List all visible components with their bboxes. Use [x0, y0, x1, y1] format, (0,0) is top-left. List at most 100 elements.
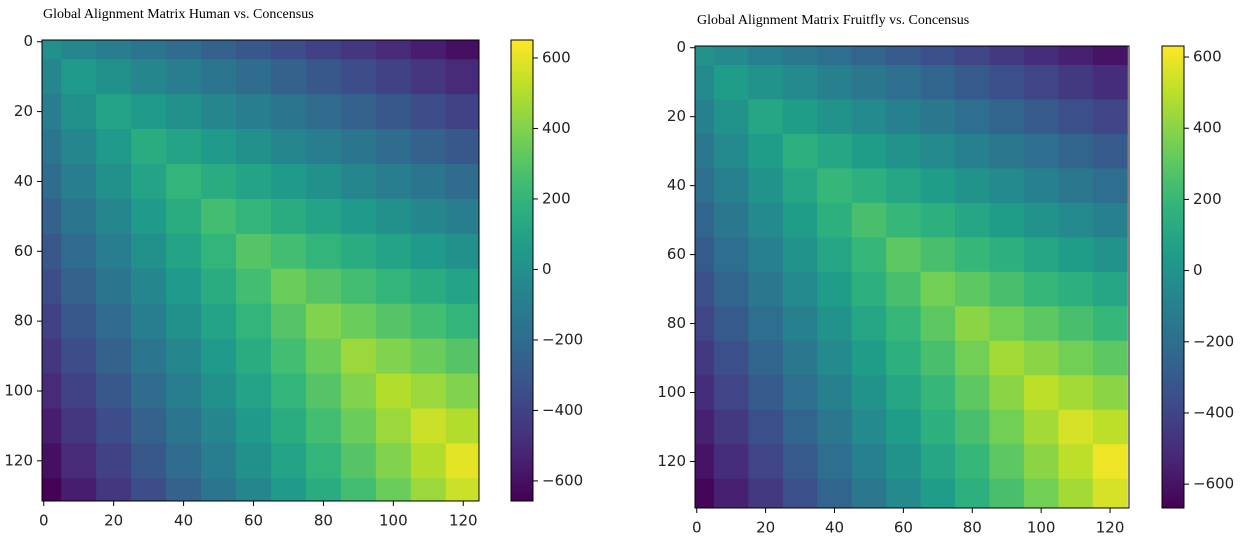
heatmap-cell	[410, 59, 447, 95]
x-tick-label: 80	[963, 519, 982, 537]
heatmap-cell	[1058, 99, 1094, 135]
heatmap-cell	[305, 40, 342, 60]
colorbar-tick-label: −400	[1193, 403, 1234, 421]
y-tick-label: 60	[667, 245, 686, 263]
heatmap-cell	[445, 233, 479, 270]
heatmap-cell	[42, 268, 62, 305]
heatmap-cell	[375, 408, 412, 444]
heatmap-cell	[201, 40, 237, 60]
heatmap-cell	[989, 202, 1025, 238]
heatmap-cell	[695, 64, 715, 101]
y-tick-label: 0	[676, 38, 686, 56]
heatmap-cell	[1092, 133, 1128, 169]
heatmap-cell	[886, 237, 922, 273]
heatmap-cell	[340, 408, 377, 444]
heatmap-cell	[96, 129, 132, 165]
heatmap-cell	[713, 306, 749, 342]
heatmap-cell	[410, 163, 447, 200]
heatmap-cell	[236, 373, 272, 410]
heatmap-cell	[236, 129, 272, 165]
heatmap-cell	[920, 409, 956, 445]
heatmap-cell	[1023, 478, 1059, 508]
x-tick-label: 20	[104, 512, 123, 530]
colorbar-tick-label: 400	[542, 119, 571, 137]
heatmap-cell	[886, 444, 922, 480]
heatmap-cell	[375, 94, 412, 130]
heatmap-cell	[236, 408, 272, 444]
heatmap-cell	[236, 268, 272, 305]
heatmap-cell	[201, 233, 237, 270]
y-tick-label: 100	[657, 383, 686, 401]
heatmap-cell	[201, 198, 237, 235]
heatmap-cell	[1092, 99, 1128, 135]
heatmap-cell	[201, 94, 237, 130]
heatmap-cell	[166, 408, 202, 444]
x-tick-label: 100	[1027, 519, 1056, 537]
heatmap-cell	[42, 40, 62, 60]
heatmap-cell	[851, 409, 887, 445]
heatmap-cell	[1092, 237, 1128, 273]
heatmap-cell	[989, 99, 1025, 135]
heatmap-cell	[851, 478, 887, 508]
x-tick-label: 60	[894, 519, 913, 537]
heatmap-cell	[445, 163, 479, 200]
heatmap-cell	[61, 303, 97, 340]
y-tick-label: 120	[4, 451, 33, 469]
heatmap-cell	[270, 233, 307, 270]
heatmap-cell	[817, 46, 853, 66]
heatmap-cell	[42, 59, 62, 95]
heatmap-cell	[340, 233, 377, 270]
heatmap-cell	[1023, 133, 1059, 169]
heatmap-cell	[886, 99, 922, 135]
heatmap-cell	[851, 306, 887, 342]
heatmap-cell	[695, 168, 715, 204]
heatmap-cell	[61, 129, 97, 165]
heatmap-cell	[989, 46, 1025, 66]
heatmap-cell	[305, 59, 342, 95]
heatmap-cell	[201, 268, 237, 305]
heatmap-cell	[410, 233, 447, 270]
heatmap-cell	[375, 443, 412, 479]
heatmap-cell	[1058, 271, 1094, 307]
heatmap-cell	[236, 443, 272, 479]
heatmap-cell	[748, 237, 784, 273]
x-tick-label: 40	[825, 519, 844, 537]
heatmap-cell	[920, 237, 956, 273]
heatmap-cell	[42, 443, 62, 479]
heatmap-cell	[96, 443, 132, 479]
heatmap-cell	[410, 478, 447, 501]
heatmap-cell	[375, 163, 412, 200]
heatmap-cell	[782, 340, 818, 376]
heatmap-cell	[236, 163, 272, 200]
heatmap-cell	[817, 202, 853, 238]
heatmap-cell	[166, 163, 202, 200]
colorbar-tick-label: −400	[542, 401, 583, 419]
heatmap-cell	[1092, 478, 1128, 508]
heatmap-cell	[375, 268, 412, 305]
heatmap-cell	[131, 268, 167, 305]
heatmap-cell	[305, 268, 342, 305]
heatmap-cell	[695, 237, 715, 273]
heatmap-cell	[695, 271, 715, 307]
heatmap-cell	[61, 408, 97, 444]
heatmap-cell	[1092, 271, 1128, 307]
heatmap-cell	[1058, 478, 1094, 508]
heatmap-cell	[96, 94, 132, 130]
heatmap-cell	[851, 237, 887, 273]
heatmap-cell	[748, 202, 784, 238]
y-tick-label: 40	[667, 176, 686, 194]
heatmap-cell	[96, 40, 132, 60]
heatmap-cell	[270, 338, 307, 375]
heatmap-cell	[989, 133, 1025, 169]
heatmap-cell	[955, 46, 991, 66]
colorbar-tick-label: 0	[1193, 261, 1203, 279]
heatmap-cell	[886, 306, 922, 342]
heatmap-cell	[166, 198, 202, 235]
heatmap-cell	[782, 133, 818, 169]
heatmap-cell	[236, 478, 272, 501]
heatmap-cell	[131, 408, 167, 444]
heatmap-cell	[920, 375, 956, 411]
heatmap-cell	[410, 40, 447, 60]
heatmap-cell	[695, 202, 715, 238]
heatmap-cell	[166, 303, 202, 340]
